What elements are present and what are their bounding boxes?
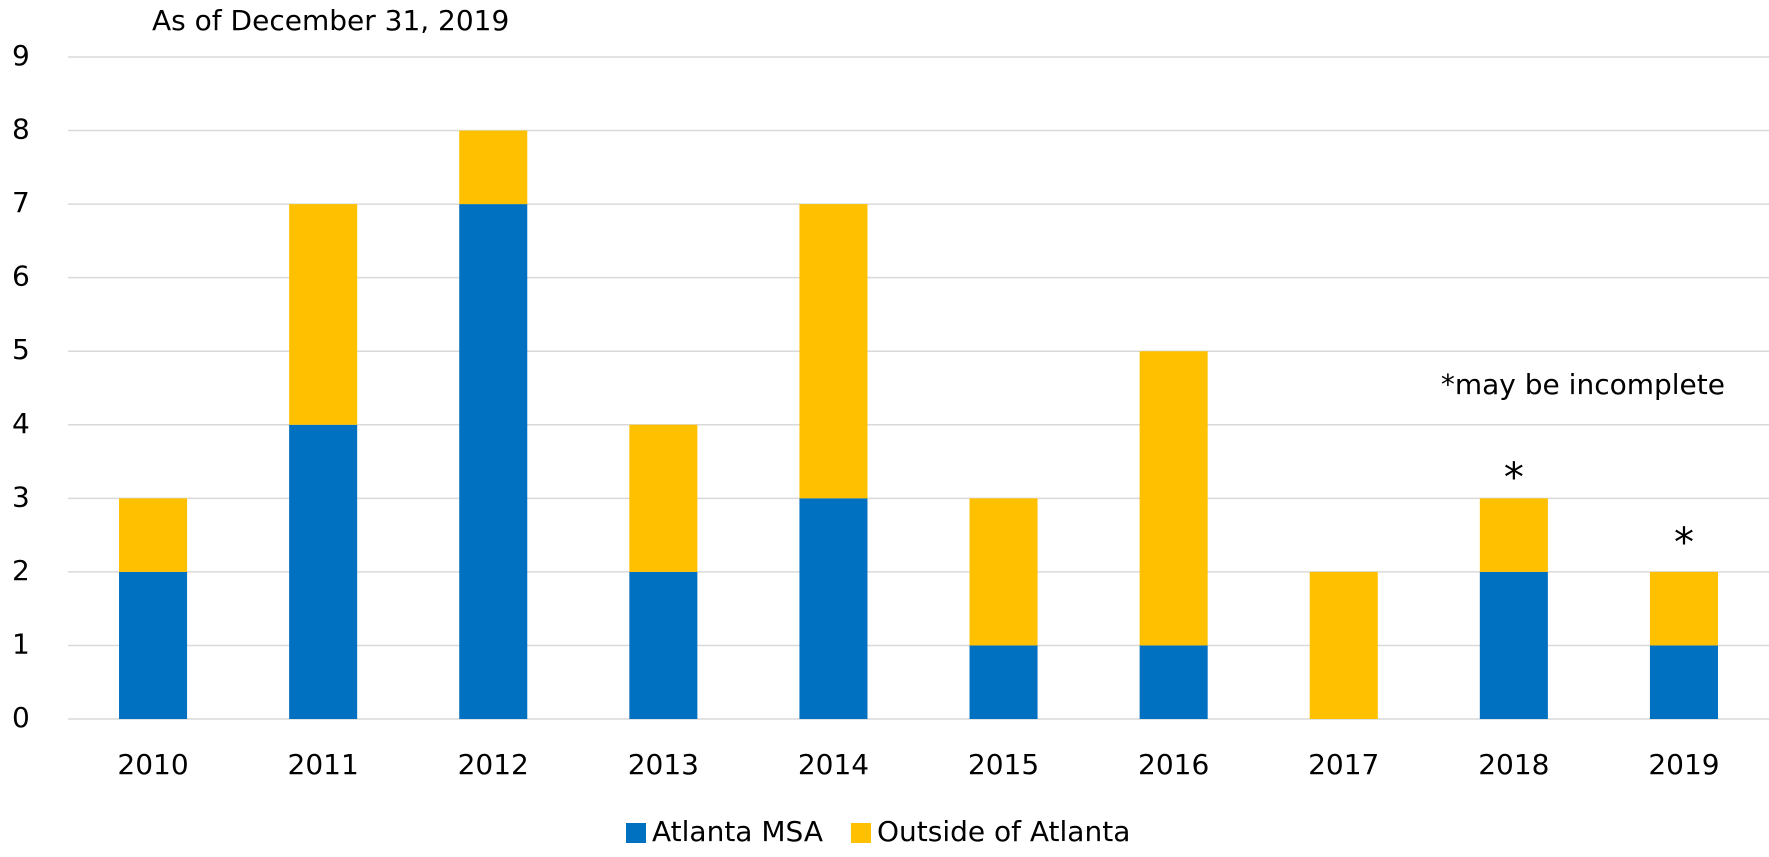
y-tick-label: 7 [12,186,30,219]
y-tick-label: 5 [12,333,30,366]
legend-label: Outside of Atlanta [877,815,1130,848]
y-tick-label: 2 [12,554,30,587]
legend-label: Atlanta MSA [652,815,823,848]
y-tick-label: 0 [12,701,30,734]
bar-segment [1649,571,1718,646]
bar-segment [1309,571,1378,719]
bar-segment [1479,498,1548,572]
bar-segment [1139,645,1208,719]
x-tick-label: 2016 [1138,748,1209,781]
x-tick-label: 2017 [1308,748,1379,781]
bar-segment [1649,645,1718,719]
y-tick-label: 6 [12,260,30,293]
y-tick-label: 8 [12,113,30,146]
x-tick-label: 2019 [1648,748,1719,781]
chart-subtitle: As of December 31, 2019 [152,4,509,37]
bar-segment [1479,571,1548,719]
y-tick-label: 9 [12,39,30,72]
x-tick-label: 2012 [458,748,529,781]
annotation: *may be incomplete [1441,368,1725,401]
bar-segment [289,204,358,425]
bar-segment [459,204,528,720]
bar-segment [629,424,698,572]
bar-segment [1139,351,1208,646]
legend-swatch [626,823,646,843]
legend-swatch [850,823,871,843]
annotation: * [1504,455,1524,501]
y-tick-label: 3 [12,480,30,513]
bar-segment [799,498,868,719]
bar-segment [969,645,1038,719]
x-tick-label: 2010 [117,748,188,781]
x-tick-label: 2014 [798,748,869,781]
bar-segment [289,424,358,719]
bar-segment [119,571,188,719]
x-tick-label: 2013 [628,748,699,781]
annotation: * [1674,520,1694,566]
bar-segment [119,498,188,572]
bar-segment [629,571,698,719]
bar-segment [799,204,868,499]
bar-segment [969,498,1038,646]
bar-segment [459,130,528,205]
x-tick-label: 2011 [288,748,359,781]
y-tick-label: 4 [12,407,30,440]
x-tick-label: 2018 [1478,748,1549,781]
x-tick-label: 2015 [968,748,1039,781]
y-tick-label: 1 [12,627,30,660]
